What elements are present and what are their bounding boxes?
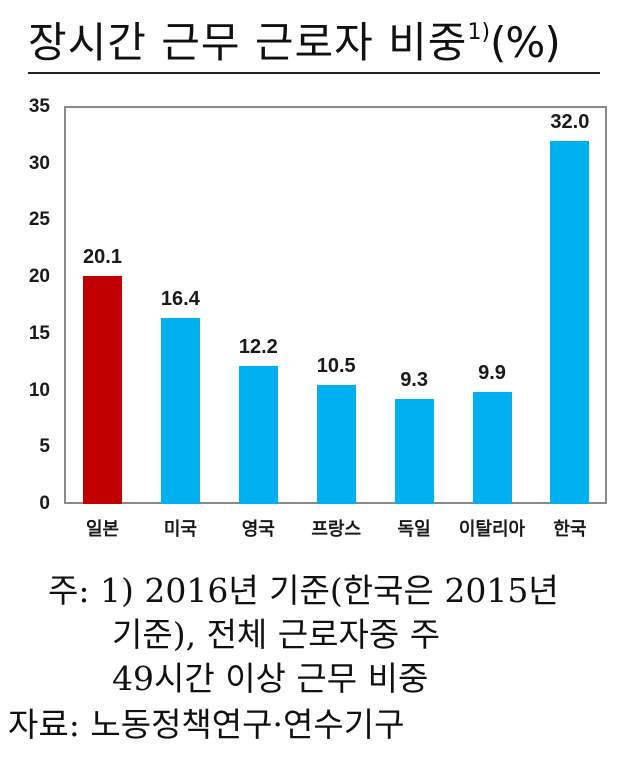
note-line-3: 49시간 이상 근무 비중 bbox=[112, 659, 429, 698]
y-tick-label: 30 bbox=[28, 152, 50, 174]
source-line: 자료: 노동정책연구·연수기구 bbox=[8, 704, 404, 746]
source-prefix: 자료: bbox=[8, 705, 80, 744]
chart-title: 장시간 근무 근로자 비중1)(%) bbox=[28, 6, 600, 74]
x-tick-label: 독일 bbox=[397, 519, 431, 540]
y-tick-label: 5 bbox=[39, 436, 50, 458]
bar-value-label: 12.2 bbox=[238, 335, 278, 358]
bar bbox=[472, 391, 512, 504]
y-tick-label: 10 bbox=[28, 379, 50, 401]
bar-value-label: 32.0 bbox=[550, 111, 590, 134]
note-text-1: 1) 2016년 기준(한국은 2015년 bbox=[99, 571, 559, 610]
chart-title-footnote-mark: 1) bbox=[467, 20, 491, 45]
note-line-2: 기준), 전체 근로자중 주 bbox=[112, 615, 441, 654]
bar bbox=[550, 141, 590, 504]
chart-title-unit: (%) bbox=[490, 18, 561, 67]
bar-value-label: 9.9 bbox=[478, 361, 506, 384]
bar bbox=[394, 398, 434, 504]
x-tick-label: 한국 bbox=[553, 519, 587, 540]
bar bbox=[238, 365, 278, 504]
source-text: 노동정책연구·연수기구 bbox=[90, 705, 405, 744]
x-tick-label: 프랑스 bbox=[311, 519, 362, 540]
y-tick-label: 20 bbox=[28, 266, 50, 288]
bar-value-label: 16.4 bbox=[160, 287, 200, 310]
y-tick-label: 25 bbox=[28, 209, 50, 231]
y-tick-label: 35 bbox=[28, 96, 50, 117]
x-tick-label: 이탈리아 bbox=[458, 519, 526, 540]
bar bbox=[316, 384, 356, 504]
bar-value-label: 10.5 bbox=[316, 354, 356, 377]
x-tick-label: 미국 bbox=[163, 519, 197, 540]
x-tick-label: 일본 bbox=[85, 519, 120, 540]
bar bbox=[83, 276, 122, 504]
y-tick-label: 0 bbox=[39, 493, 50, 514]
y-tick-label: 15 bbox=[28, 322, 50, 344]
bar-value-label: 20.1 bbox=[83, 246, 122, 268]
x-tick-label: 영국 bbox=[241, 519, 275, 540]
note-line-1: 주: 1) 2016년 기준(한국은 2015년 bbox=[48, 570, 559, 612]
note-prefix: 주: bbox=[48, 571, 90, 610]
bar-value-label: 9.3 bbox=[400, 368, 428, 391]
bar bbox=[160, 317, 200, 504]
chart-title-main: 장시간 근무 근로자 비중 bbox=[28, 18, 468, 67]
